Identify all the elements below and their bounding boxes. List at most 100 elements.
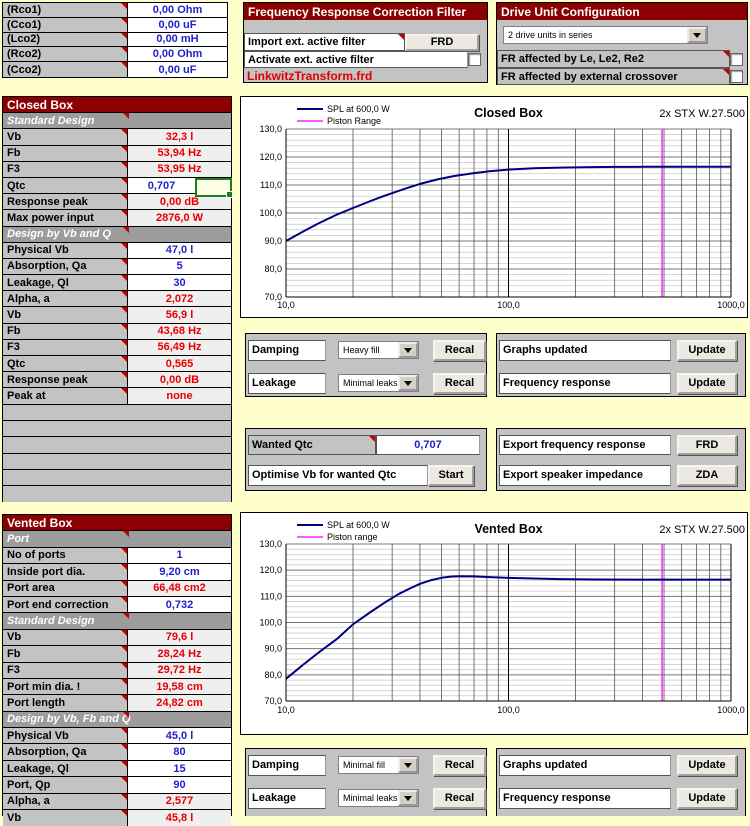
svg-text:100,0: 100,0: [259, 208, 282, 218]
row-value[interactable]: 30: [128, 275, 231, 291]
frequency-update-button[interactable]: Update: [677, 787, 737, 809]
row-label: (Lco2): [3, 32, 128, 47]
row-value[interactable]: 45,0 l: [128, 728, 231, 744]
row-label: (Cco1): [3, 17, 128, 32]
row-value[interactable]: 0,00 Ohm: [128, 3, 227, 17]
table-header: Closed Box: [3, 97, 231, 114]
row-value[interactable]: 15: [128, 760, 231, 777]
row-label: No of ports: [3, 547, 128, 564]
row-label: Vb: [3, 129, 128, 145]
table-row: Alpha, a 2,577: [3, 793, 231, 811]
export-panel: Export frequency response FRD Export spe…: [496, 428, 746, 491]
svg-text:130,0: 130,0: [259, 124, 282, 134]
export-frd-label: Export frequency response: [499, 435, 671, 455]
table-row: F3 29,72 Hz: [3, 662, 231, 679]
row-value[interactable]: 0,732: [128, 596, 231, 613]
table-row: Leakage, Ql 30: [3, 275, 231, 292]
damping-recal-button[interactable]: Recal: [433, 754, 486, 776]
row-value[interactable]: 9,20 cm: [128, 564, 231, 580]
table-row: Port length 24,82 cm: [3, 695, 231, 712]
empty-row: [3, 485, 231, 503]
svg-text:Vented Box: Vented Box: [474, 522, 542, 536]
leakage-dropdown[interactable]: Minimal leaks: [337, 374, 420, 392]
import-frd-button[interactable]: FRD: [405, 33, 479, 51]
graphs-update-button[interactable]: Update: [677, 339, 737, 361]
row-value: 32,3 l: [128, 129, 231, 145]
row-label: (Cco2): [3, 62, 128, 77]
svg-text:70,0: 70,0: [264, 696, 282, 706]
filter-filename-link[interactable]: LinkwitzTransform.frd: [247, 69, 373, 83]
chevron-down-icon[interactable]: [398, 757, 419, 773]
svg-text:10,0: 10,0: [277, 705, 295, 715]
svg-text:130,0: 130,0: [259, 539, 282, 549]
svg-text:80,0: 80,0: [264, 264, 282, 274]
row-value[interactable]: 5: [128, 258, 231, 275]
export-frd-button[interactable]: FRD: [677, 435, 737, 455]
optimise-start-button[interactable]: Start: [428, 464, 474, 486]
row-label: Port, Qp: [3, 777, 128, 793]
vented-damping-panel: Damping Minimal fill Recal Leakage Minim…: [245, 748, 487, 816]
vented-box-table: Vented Box Port No of ports 1 Inside port di…: [2, 514, 232, 826]
svg-text:80,0: 80,0: [264, 670, 282, 680]
closed-box-table: Closed Box Standard Design Vb 32,3 l Fb 53,94…: [2, 96, 232, 405]
svg-text:2x STX W.27.500: 2x STX W.27.500: [659, 524, 745, 536]
empty-row: [3, 453, 231, 470]
table-subheader: Port: [3, 531, 231, 548]
row-value: 0,565: [128, 356, 231, 372]
damping-label: Damping: [248, 754, 326, 776]
row-value: 53,95 Hz: [128, 161, 231, 177]
frequency-response-label: Frequency response: [499, 787, 671, 809]
export-zda-button[interactable]: ZDA: [677, 464, 737, 486]
svg-text:Piston range: Piston range: [327, 532, 378, 542]
chevron-down-icon[interactable]: [687, 27, 707, 43]
table-row: Physical Vb 47,0 l: [3, 242, 231, 259]
chevron-down-icon[interactable]: [398, 790, 419, 806]
table-row: F3 56,49 Hz: [3, 339, 231, 356]
row-value[interactable]: 80: [128, 744, 231, 760]
row-value[interactable]: 90: [128, 777, 231, 793]
leakage-recal-button[interactable]: Recal: [433, 372, 486, 394]
svg-text:SPL at 600,0 W: SPL at 600,0 W: [327, 104, 390, 114]
row-value: 2876,0 W: [128, 210, 231, 226]
row-label: Alpha, a: [3, 291, 128, 307]
row-value: 53,94 Hz: [128, 145, 231, 161]
fr-le-checkbox[interactable]: [730, 52, 743, 66]
row-value: 29,72 Hz: [128, 662, 231, 678]
row-value: 24,82 cm: [128, 695, 231, 711]
damping-dropdown[interactable]: Minimal fill: [337, 756, 420, 774]
row-value[interactable]: 0,00 uF: [128, 62, 227, 77]
row-value: 19,58 cm: [128, 678, 231, 695]
row-value[interactable]: 0,00 uF: [128, 17, 227, 32]
row-label: Qtc: [3, 356, 128, 372]
wanted-qtc-value[interactable]: 0,707: [376, 435, 480, 455]
row-value[interactable]: 47,0 l: [128, 242, 231, 258]
row-value[interactable]: 0,00 mH: [128, 32, 227, 47]
row-label: Physical Vb: [3, 242, 128, 258]
chevron-down-icon[interactable]: [398, 342, 419, 358]
fr-crossover-checkbox[interactable]: [730, 70, 743, 83]
frequency-update-button[interactable]: Update: [677, 372, 737, 394]
graphs-update-button[interactable]: Update: [677, 754, 737, 776]
table-row: Max power input 2876,0 W: [3, 210, 231, 227]
leakage-dropdown[interactable]: Minimal leaks: [337, 789, 420, 807]
row-value: 56,49 Hz: [128, 339, 231, 355]
drive-unit-dropdown[interactable]: 2 drive units in series: [503, 26, 708, 44]
activate-filter-checkbox[interactable]: [468, 53, 481, 66]
fill-handle[interactable]: [226, 191, 233, 198]
row-value: 2,577: [128, 793, 231, 810]
leakage-recal-button[interactable]: Recal: [433, 787, 486, 809]
row-value: 66,48 cm2: [128, 580, 231, 596]
table-row: (Cco2) 0,00 uF: [3, 62, 227, 77]
row-value: 45,8 l: [128, 810, 231, 826]
table-row: Peak at none: [3, 388, 231, 405]
row-value[interactable]: 1: [128, 547, 231, 564]
table-subheader: Design by Vb, Fb and Q: [3, 711, 231, 729]
table-row: Port, Qp 90: [3, 777, 231, 794]
chevron-down-icon[interactable]: [398, 375, 419, 391]
damping-recal-button[interactable]: Recal: [433, 339, 486, 361]
row-value[interactable]: 0,00 Ohm: [128, 47, 227, 62]
svg-text:10,0: 10,0: [277, 300, 295, 310]
damping-label: Damping: [248, 339, 326, 361]
svg-text:2x STX W.27.500: 2x STX W.27.500: [659, 108, 745, 120]
damping-dropdown[interactable]: Heavy fill: [337, 341, 420, 359]
